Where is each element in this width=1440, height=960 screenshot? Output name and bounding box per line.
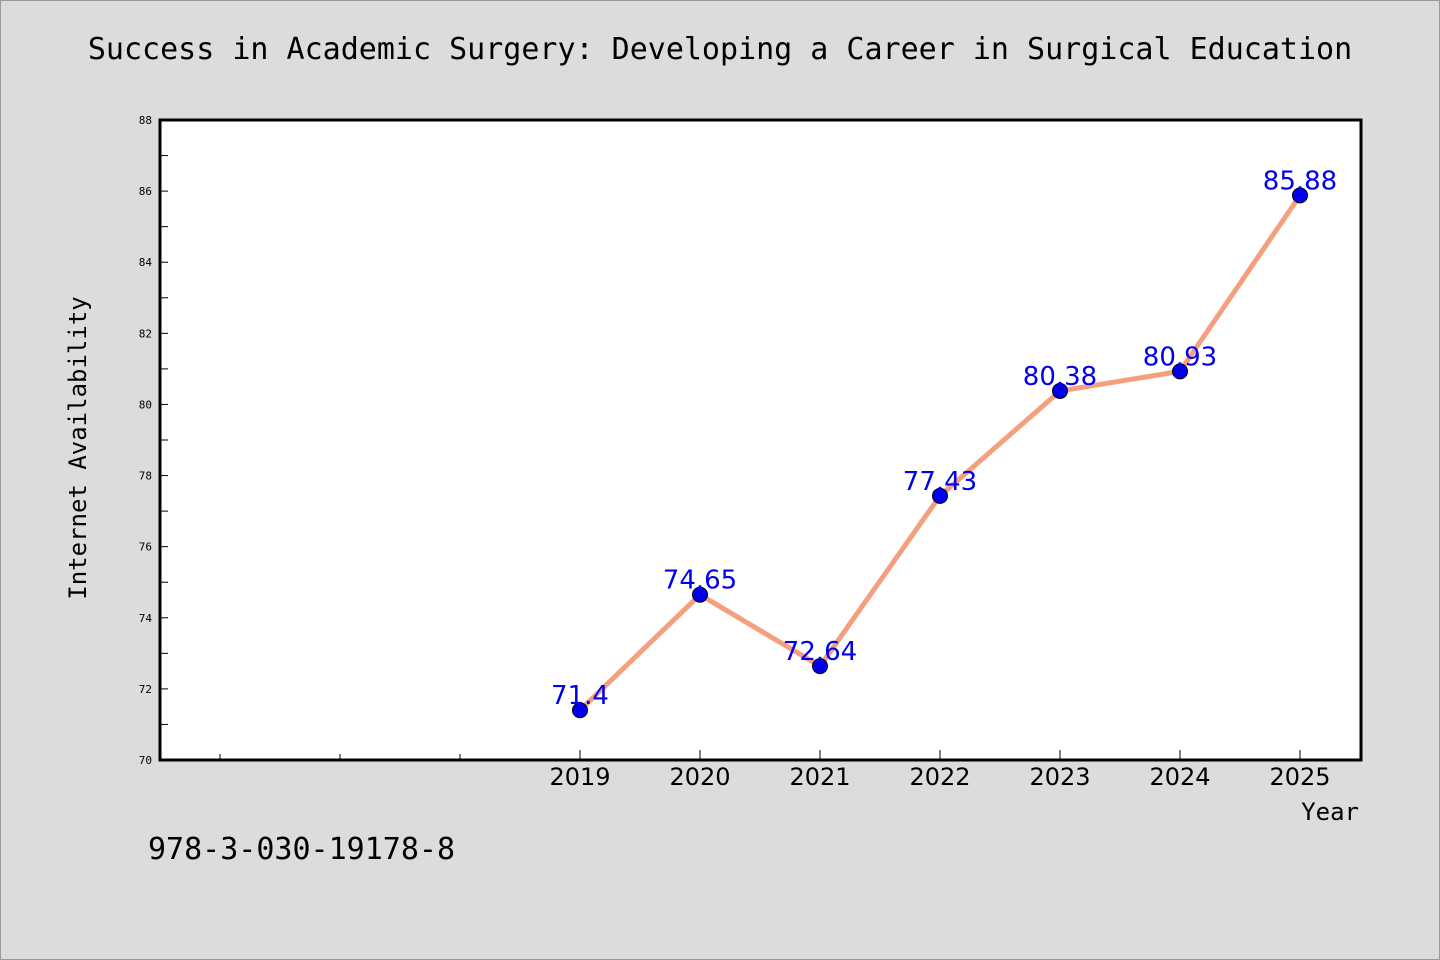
y-tick-label: 82 xyxy=(139,327,152,340)
data-point xyxy=(692,586,708,603)
data-label: 71.4 xyxy=(551,681,609,711)
x-tick-label: 2023 xyxy=(1029,763,1090,791)
plot-area xyxy=(158,118,1363,762)
data-label: 80.38 xyxy=(1023,362,1097,392)
data-label: 85.88 xyxy=(1263,166,1337,196)
x-tick-label: 2021 xyxy=(789,763,850,791)
x-tick-label: 2022 xyxy=(909,763,970,791)
data-point xyxy=(932,487,948,504)
x-tick-label: 2019 xyxy=(549,763,610,791)
y-tick-label: 86 xyxy=(139,185,152,198)
y-tick-label: 72 xyxy=(139,683,152,696)
x-tick-label: 2024 xyxy=(1149,763,1210,791)
y-tick-label: 74 xyxy=(139,612,153,625)
isbn-footer: 978-3-030-19178-8 xyxy=(148,832,456,867)
y-axis: 70 72 74 76 78 80 82 84 86 88 xyxy=(139,114,168,767)
y-tick-label: 88 xyxy=(139,114,152,127)
data-label: 77.43 xyxy=(903,467,977,497)
series: 71.4 74.65 72.64 77.43 80.38 80.93 85.88 xyxy=(551,166,1337,719)
data-label: 72.64 xyxy=(783,637,857,667)
x-axis-title: Year xyxy=(1301,798,1359,826)
y-tick-label: 70 xyxy=(139,754,152,767)
x-tick-label: 2025 xyxy=(1269,763,1330,791)
data-point xyxy=(1172,363,1188,380)
y-tick-label: 84 xyxy=(139,256,153,269)
x-tick-label: 2020 xyxy=(669,763,730,791)
y-tick-label: 80 xyxy=(139,398,152,411)
data-point xyxy=(812,658,828,675)
data-point xyxy=(1292,187,1308,204)
chart-title: Success in Academic Surgery: Developing … xyxy=(87,32,1353,67)
data-label: 74.65 xyxy=(663,566,737,596)
data-point xyxy=(1052,382,1068,399)
y-tick-label: 78 xyxy=(139,470,152,483)
data-label: 80.93 xyxy=(1143,342,1217,372)
y-axis-title: Internet Availability xyxy=(64,296,92,599)
x-axis: 2019 2020 2021 2022 2023 2024 2025 xyxy=(219,750,1331,791)
data-point xyxy=(572,702,588,719)
y-tick-label: 76 xyxy=(139,541,152,554)
